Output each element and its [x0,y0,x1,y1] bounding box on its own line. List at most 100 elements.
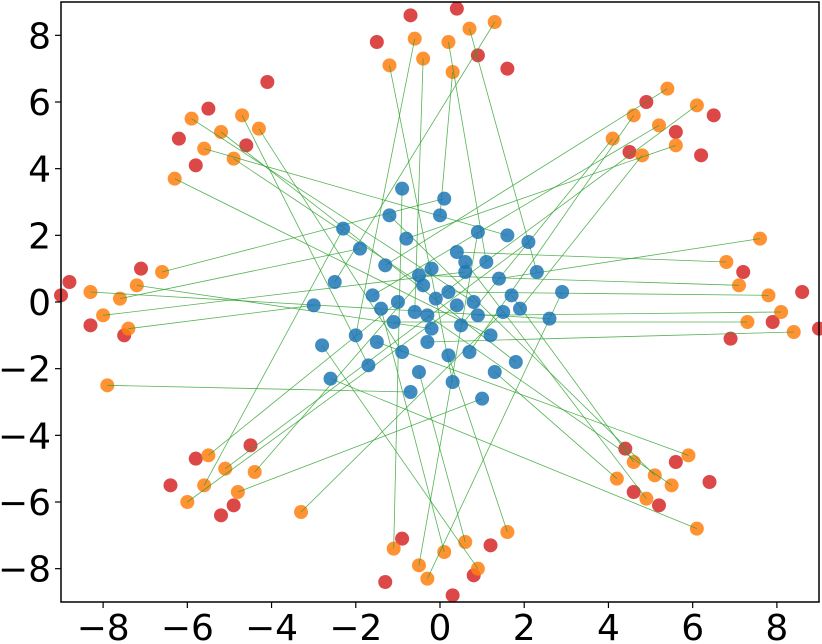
point [723,331,738,346]
point [626,485,641,499]
point [171,131,186,146]
point [462,345,477,359]
point [386,315,401,329]
link-line [258,128,403,353]
point [369,35,384,49]
point [201,101,216,116]
link-line [161,198,445,273]
point [702,475,717,489]
point [668,455,683,469]
point [500,525,515,539]
point [555,285,570,299]
point [765,315,780,329]
x-tick-label: 0 [429,608,452,644]
point [795,285,810,299]
point [188,451,203,466]
point [479,255,494,269]
link-line [427,291,563,579]
x-tick-label: −2 [329,608,382,644]
link-line [254,268,432,473]
link-line [456,251,727,263]
point [83,318,98,333]
point [416,278,431,293]
point [407,305,422,319]
x-tick-label: −6 [161,608,214,644]
link-line [376,341,689,456]
link-line [103,271,466,316]
link-line [330,378,698,530]
point [239,138,254,153]
link-line [380,308,445,553]
point [500,61,515,76]
point [454,318,469,333]
point [395,531,410,546]
point [382,208,397,223]
y-tick-label: −6 [0,483,51,524]
point [462,21,477,36]
point [365,288,380,303]
point [458,255,473,269]
point [378,575,393,589]
point [214,508,229,523]
point [651,498,666,513]
x-tick-label: 6 [681,608,704,644]
link-line [136,284,432,330]
link-line [439,71,454,216]
point [374,301,389,316]
point [226,498,241,513]
point [327,275,342,289]
point [466,295,481,309]
link-line [204,148,508,236]
point [395,345,410,359]
point [487,365,502,379]
link-line [477,311,782,316]
link-line [203,228,344,486]
x-tick-label: 8 [765,608,788,644]
link-line [208,301,399,456]
point [243,438,258,453]
point [420,335,435,349]
link-line [469,28,538,273]
point [483,538,498,553]
point [449,245,464,259]
point [445,375,460,389]
point [508,355,523,369]
x-tick-label: 4 [597,608,620,644]
point [323,371,338,386]
point [500,228,515,243]
y-tick-label: −8 [0,550,51,591]
link-line [406,144,676,240]
point [470,48,485,63]
point [315,338,330,353]
link-line [460,138,613,326]
link-line [107,384,411,393]
link-line [224,241,529,469]
point [437,191,452,206]
point [694,148,709,163]
y-tick-label: 6 [28,83,51,124]
link-line [464,261,647,499]
point [428,291,443,306]
point [668,125,683,139]
point [521,235,536,249]
link-line [448,291,769,296]
point [188,158,203,173]
point [542,311,557,326]
point [369,335,384,349]
point [445,588,460,603]
point [403,385,418,399]
point [390,295,405,309]
link-line [418,371,466,543]
link-line [241,115,369,366]
point [361,358,376,373]
y-tick-label: 2 [28,216,51,257]
x-tick-label: −8 [77,608,130,644]
point [260,75,275,89]
point [441,285,456,299]
link-line [389,65,454,383]
link-line [519,155,643,309]
x-tick-label: 2 [513,608,536,644]
link-line [321,345,479,569]
link-line [418,231,479,566]
